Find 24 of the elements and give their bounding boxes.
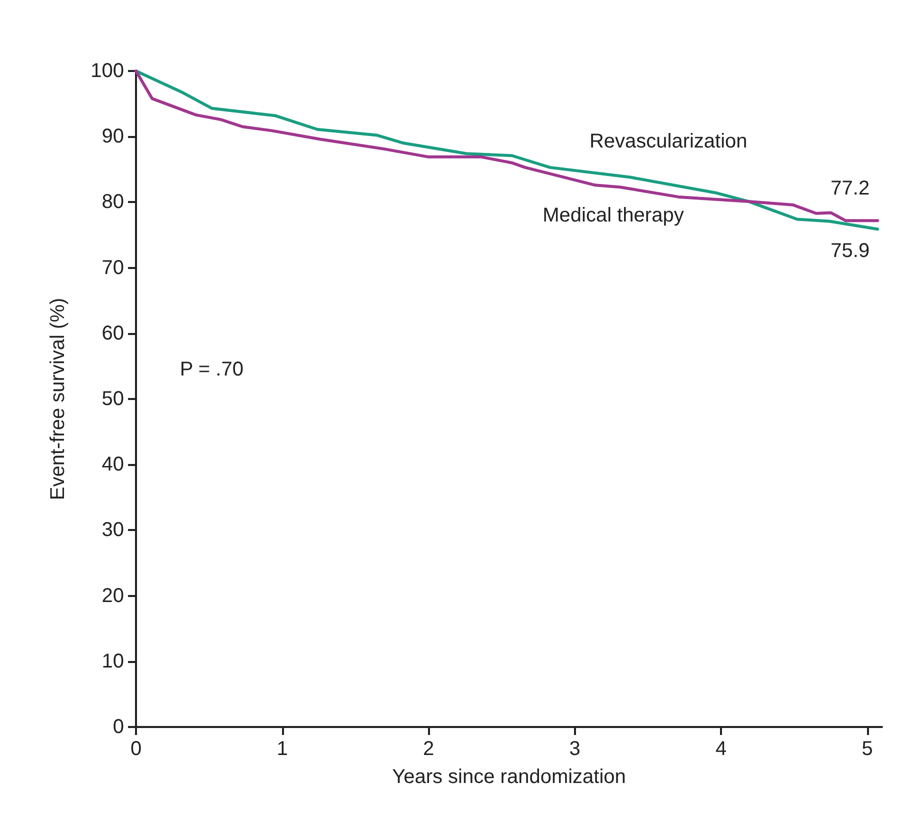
x-axis-title: Years since randomization [392, 766, 626, 788]
annotation: P = .70 [180, 358, 244, 381]
y-tick-label: 70 [102, 256, 124, 279]
y-tick-label: 50 [102, 388, 124, 410]
x-tick-label: 5 [862, 738, 873, 760]
series-label: Revascularization [589, 130, 748, 152]
y-tick-label: 40 [102, 454, 124, 476]
y-tick-label: 90 [102, 126, 124, 148]
y-tick-label: 20 [102, 584, 124, 607]
x-tick-label: 4 [716, 738, 727, 760]
y-tick-label: 100 [90, 60, 124, 82]
y-tick-label: 30 [102, 519, 124, 542]
x-tick-label: 0 [130, 738, 142, 760]
y-axis-title: Event-free survival (%) [47, 298, 69, 500]
y-tick-label: 80 [102, 191, 124, 214]
x-tick-label: 2 [422, 738, 434, 760]
x-tick-label: 3 [569, 738, 580, 760]
y-tick-label: 60 [102, 322, 124, 344]
series-label: Medical therapy [542, 204, 684, 226]
y-tick-label: 0 [112, 716, 124, 738]
y-tick-label: 10 [102, 650, 124, 672]
x-tick-label: 1 [276, 738, 288, 760]
annotation: 75.9 [830, 240, 870, 262]
annotation: 77.2 [830, 178, 870, 200]
